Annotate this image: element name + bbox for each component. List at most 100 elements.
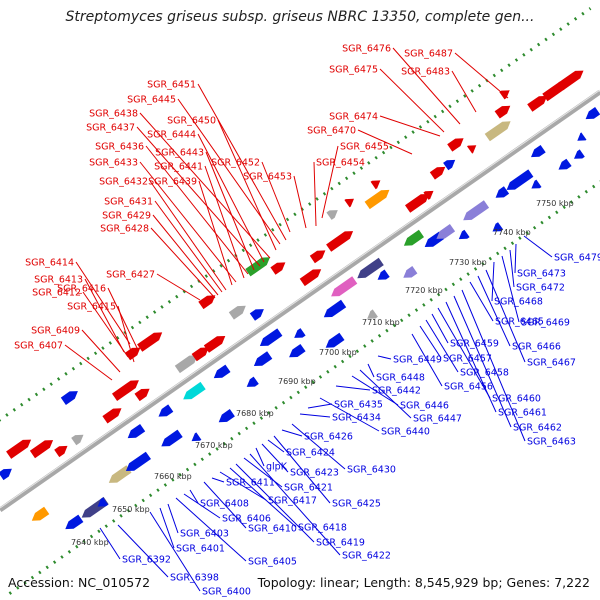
reverse-gene-label-leader <box>219 471 267 501</box>
forward-gene-label: SGR_6450 <box>167 116 216 127</box>
reverse-gene-label: SGR_6463 <box>527 437 576 448</box>
accession-text: Accession: NC_010572 <box>8 575 151 590</box>
reverse-gene-label-leader <box>229 467 297 528</box>
forward-gene-label-leader <box>139 161 237 283</box>
reverse-gene-label: SGR_6423 <box>290 468 339 479</box>
gene-arrow <box>108 465 132 483</box>
gene-arrow <box>443 159 456 171</box>
reverse-gene-label-leader <box>299 413 331 418</box>
reverse-gene-label: SGR_6479 <box>554 253 600 264</box>
gene-arrow <box>60 391 78 405</box>
reverse-gene-label-leader <box>453 295 512 428</box>
reverse-gene-label: SGR_6401 <box>176 544 225 555</box>
reverse-gene-label-leader <box>255 447 265 467</box>
kbp-mark: 7660 kbp <box>154 472 192 481</box>
reverse-gene-label-leader <box>431 313 449 344</box>
reverse-gene-label: SGR_6448 <box>376 373 425 384</box>
reverse-gene-label-leader <box>159 507 175 549</box>
gene-arrow <box>492 222 504 232</box>
reverse-gene-label: SGR_6442 <box>372 386 421 397</box>
forward-gene-label-leader <box>451 70 477 113</box>
lower-track-border <box>8 180 600 595</box>
gene-arrow <box>191 432 202 442</box>
reverse-gene-label-leader <box>425 319 459 373</box>
reverse-gene-label: SGR_6440 <box>381 427 430 438</box>
forward-gene-label: SGR_6453 <box>243 172 292 183</box>
gene-arrow <box>331 276 358 297</box>
gene-arrow <box>253 351 273 366</box>
forward-gene-label: SGR_6454 <box>316 158 365 169</box>
forward-gene-label-leader <box>454 52 509 99</box>
gene-arrow <box>531 179 542 189</box>
kbp-mark: 7740 kbp <box>493 228 531 237</box>
gene-arrow <box>31 506 50 521</box>
gene-arrow <box>71 434 84 446</box>
reverse-gene-label: SGR_6465 <box>495 317 544 328</box>
reverse-gene-label-leader <box>377 355 392 360</box>
forward-gene-label-leader <box>117 305 135 363</box>
gene-arrow <box>246 376 259 387</box>
gene-arrow <box>289 344 306 358</box>
forward-gene-label: SGR_6443 <box>155 148 204 159</box>
gene-arrow <box>484 121 511 142</box>
gene-arrow <box>463 200 490 221</box>
kbp-mark: 7710 kbp <box>362 318 400 327</box>
forward-gene-label-leader <box>152 214 219 296</box>
forward-gene-label: SGR_6441 <box>154 162 203 173</box>
gene-arrow <box>494 105 511 119</box>
gene-arrow <box>423 190 434 200</box>
gene-arrow <box>367 309 378 319</box>
backbone-highlight <box>0 89 600 509</box>
reverse-gene-label-leader <box>281 429 303 437</box>
forward-gene-label-leader <box>197 133 265 263</box>
forward-gene-label-leader <box>379 68 445 133</box>
reverse-gene-label: SGR_6460 <box>492 394 541 405</box>
forward-gene-label: SGR_6439 <box>148 177 197 188</box>
forward-gene-label-leader <box>156 273 201 301</box>
reverse-gene-label: SGR_6430 <box>347 465 396 476</box>
reverse-gene-label-leader <box>509 249 515 288</box>
gene-arrow <box>294 328 306 338</box>
reverse-gene-label-leader <box>437 307 491 399</box>
kbp-mark: 7670 kbp <box>195 441 233 450</box>
reverse-gene-label: SGR_6461 <box>498 408 547 419</box>
gene-features <box>0 70 600 530</box>
gene-arrow <box>309 250 326 264</box>
reverse-gene-label-leader <box>319 397 380 432</box>
reverse-gene-label: SGR_6411 <box>226 478 275 489</box>
genome-backbone <box>0 89 600 513</box>
forward-gene-label-leader <box>293 175 307 229</box>
forward-gene-label-leader <box>145 145 249 275</box>
reverse-gene-label-leader <box>249 453 341 556</box>
gene-arrow <box>370 180 381 190</box>
forward-gene-label: SGR_6455 <box>340 142 389 153</box>
gene-arrow <box>198 295 216 310</box>
gene-arrow <box>137 332 163 352</box>
gene-arrow <box>102 408 122 424</box>
reverse-gene-label: SGR_6466 <box>512 342 561 353</box>
gene-arrow <box>326 210 338 220</box>
backbone-line <box>0 89 600 513</box>
reverse-gene-label: SGR_6435 <box>334 400 383 411</box>
kbp-mark: 7690 kbp <box>278 377 316 386</box>
forward-gene-label-leader <box>357 129 413 155</box>
forward-gene-label: SGR_6409 <box>31 326 80 337</box>
gene-arrow <box>364 189 390 210</box>
reverse-gene-label: SGR_6424 <box>286 448 335 459</box>
forward-gene-label-leader <box>136 126 261 267</box>
reverse-gene-label: SGR_6456 <box>444 382 493 393</box>
track-dots <box>0 7 600 595</box>
gene-arrow <box>558 158 572 170</box>
gene-arrow <box>245 257 270 277</box>
reverse-gene-label: SGR_6419 <box>316 538 365 549</box>
reverse-gene-label: SGR_6447 <box>413 414 462 425</box>
forward-gene-label: SGR_6412 <box>32 288 81 299</box>
kbp-scale: 7640 kbp 7650 kbp 7660 kbp 7670 kbp 7680 kbp… <box>71 199 574 547</box>
reverse-gene-labels: SGR_6392 SGR_6398 SGR_6400 SGR_6401 SGR_6403… <box>99 235 600 598</box>
gene-arrow <box>429 166 446 180</box>
gene-arrow <box>403 229 424 246</box>
forward-gene-label: SGR_6415 <box>67 302 116 313</box>
kbp-mark: 7730 kbp <box>449 258 487 267</box>
gene-arrow <box>161 429 183 447</box>
